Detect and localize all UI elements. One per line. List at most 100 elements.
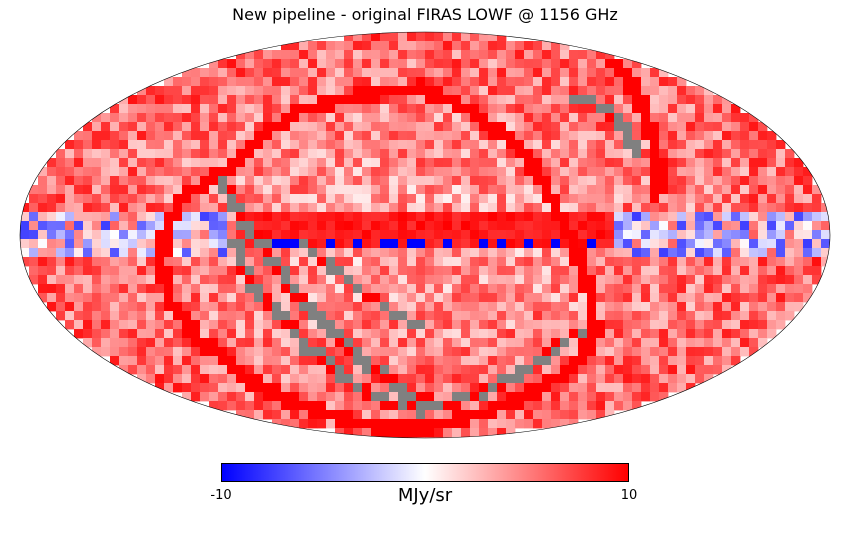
sky-pixel [776,149,786,159]
sky-pixel [191,122,201,132]
sky-pixel [542,158,552,168]
sky-pixel [110,113,120,123]
sky-pixel [254,203,264,213]
sky-pixel [452,320,462,330]
sky-pixel [344,392,354,402]
sky-pixel [209,212,219,222]
sky-pixel [290,41,300,51]
sky-pixel [119,131,129,141]
sky-pixel [416,167,426,177]
sky-pixel [551,338,561,348]
sky-pixel [308,221,318,231]
sky-pixel [470,86,480,96]
sky-pixel [686,167,696,177]
sky-pixel [191,86,201,96]
sky-pixel [290,122,300,132]
sky-pixel [767,284,777,294]
sky-pixel [110,248,120,258]
sky-pixel [245,392,255,402]
sky-pixel [542,221,552,231]
sky-pixel [623,86,633,96]
sky-pixel [488,392,498,402]
sky-pixel [623,77,633,87]
sky-pixel [380,158,390,168]
sky-pixel [263,149,273,159]
sky-pixel [101,131,111,141]
sky-pixel [434,68,444,78]
sky-pixel [551,176,561,186]
sky-pixel [560,392,570,402]
sky-pixel [281,131,291,141]
sky-pixel [182,68,192,78]
sky-pixel [182,338,192,348]
sky-pixel [551,104,561,114]
sky-pixel [722,104,732,114]
sky-pixel [731,158,741,168]
sky-pixel [479,140,489,150]
sky-pixel [641,302,651,312]
sky-pixel [182,185,192,195]
sky-pixel [497,248,507,258]
sky-pixel [596,68,606,78]
sky-pixel [371,365,381,375]
sky-pixel [326,176,336,186]
sky-pixel [299,257,309,267]
sky-pixel [596,95,606,105]
sky-pixel [110,176,120,186]
sky-pixel [695,194,705,204]
sky-pixel [164,158,174,168]
sky-pixel [398,221,408,231]
sky-pixel [290,266,300,276]
sky-pixel [434,374,444,384]
sky-pixel [740,122,750,132]
sky-pixel [497,167,507,177]
sky-pixel [362,194,372,204]
sky-pixel [146,311,156,321]
sky-pixel [443,428,453,438]
sky-pixel [425,410,435,420]
sky-pixel [371,50,381,60]
sky-pixel [344,248,354,258]
sky-pixel [722,185,732,195]
sky-pixel [434,302,444,312]
sky-pixel [389,212,399,222]
sky-pixel [137,176,147,186]
sky-pixel [326,104,336,114]
sky-pixel [128,293,138,303]
sky-pixel [83,194,93,204]
sky-pixel [596,158,606,168]
sky-pixel [389,203,399,213]
sky-pixel [524,95,534,105]
sky-pixel [146,275,156,285]
sky-pixel [47,248,57,258]
sky-pixel [164,230,174,240]
sky-pixel [803,257,813,267]
sky-pixel [146,365,156,375]
sky-pixel [200,167,210,177]
sky-pixel [398,185,408,195]
sky-pixel [497,59,507,69]
sky-pixel [767,320,777,330]
sky-pixel [794,248,804,258]
sky-pixel [380,293,390,303]
sky-pixel [218,59,228,69]
sky-pixel [245,185,255,195]
sky-pixel [416,347,426,357]
sky-pixel [344,302,354,312]
sky-pixel [407,77,417,87]
sky-pixel [335,122,345,132]
sky-pixel [83,167,93,177]
sky-pixel [695,149,705,159]
sky-pixel [425,347,435,357]
sky-pixel [776,140,786,150]
sky-pixel [551,302,561,312]
sky-pixel [767,248,777,258]
sky-pixel [569,401,579,411]
sky-pixel [533,410,543,420]
sky-pixel [704,365,714,375]
sky-pixel [587,149,597,159]
sky-pixel [227,374,237,384]
sky-pixel [461,257,471,267]
sky-pixel [371,221,381,231]
sky-pixel [317,275,327,285]
